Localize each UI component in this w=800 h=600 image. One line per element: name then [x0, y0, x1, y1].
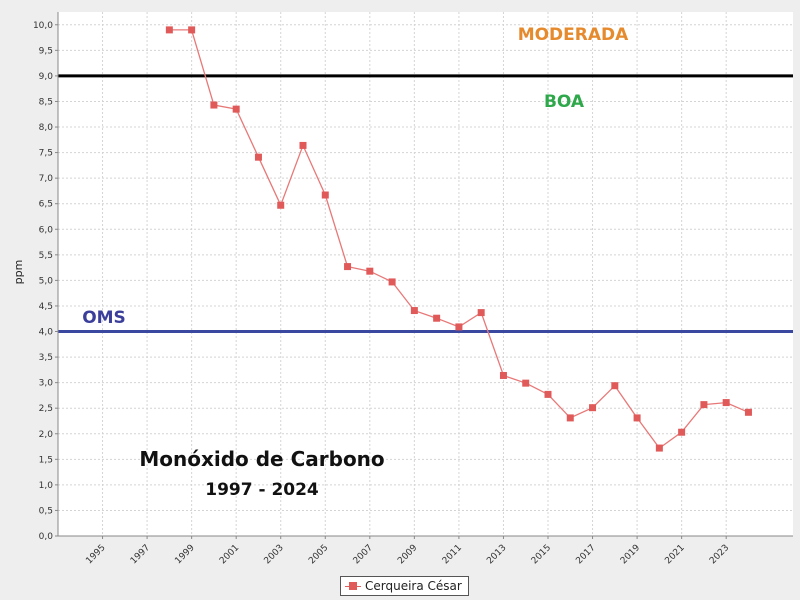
y-tick-label: 5,5	[39, 251, 53, 261]
y-tick-label: 9,0	[39, 72, 54, 82]
x-tick-label: 2017	[574, 543, 597, 566]
x-tick-label: 1995	[84, 543, 107, 566]
data-point	[678, 428, 686, 436]
legend: Cerqueira César	[340, 576, 469, 596]
data-point	[277, 201, 285, 209]
y-tick-label: 4,0	[39, 328, 54, 338]
annotation-moderada: MODERADA	[518, 25, 629, 45]
y-tick-label: 6,0	[39, 225, 54, 235]
data-point	[544, 390, 552, 398]
y-tick-label: 3,5	[39, 353, 53, 363]
data-point	[744, 408, 752, 416]
chart-title: Monóxido de Carbono	[139, 447, 384, 471]
x-tick-label: 1999	[173, 543, 196, 566]
plot-area	[58, 12, 793, 536]
data-point	[455, 323, 463, 331]
data-point	[366, 267, 374, 275]
y-tick-label: 9,5	[39, 46, 53, 56]
data-point	[633, 414, 641, 422]
annotation-boa: BOA	[544, 92, 585, 112]
data-point	[321, 191, 329, 199]
x-tick-label: 2019	[619, 543, 642, 566]
data-point	[611, 382, 619, 390]
series-cerqueira-cesar	[165, 26, 752, 452]
data-point	[522, 379, 530, 387]
y-tick-label: 3,0	[39, 379, 54, 389]
annotation-oms: OMS	[82, 308, 126, 328]
x-tick-label: 2007	[352, 543, 375, 566]
y-tick-label: 6,5	[39, 200, 53, 210]
data-point	[655, 444, 663, 452]
data-point	[254, 153, 262, 161]
y-tick-label: 7,5	[39, 149, 53, 159]
data-point	[499, 371, 507, 379]
x-tick-label: 2003	[263, 543, 286, 566]
x-tick-label: 2011	[441, 543, 464, 566]
y-tick-label: 5,0	[39, 276, 54, 286]
y-tick-label: 1,5	[39, 455, 53, 465]
y-tick-label: 0,0	[39, 532, 54, 542]
y-tick-label: 10,0	[33, 21, 53, 31]
y-axis-title: ppm	[12, 260, 25, 285]
data-point	[722, 399, 730, 407]
y-tick-label: 7,0	[39, 174, 54, 184]
data-point	[477, 309, 485, 317]
x-tick-label: 2005	[307, 543, 330, 566]
y-tick-labels: 0,0 0,5 1,0 1,5 2,0 2,5 3,0 3,5 4,0 4,5 5,0 5,5 6,0 6…	[33, 21, 53, 542]
data-point	[589, 404, 597, 412]
y-tick-label: 2,0	[39, 430, 54, 440]
y-tick-label: 4,5	[39, 302, 53, 312]
data-point	[566, 414, 574, 422]
data-point	[388, 278, 396, 286]
data-point	[210, 101, 218, 109]
x-tick-label: 2021	[663, 543, 686, 566]
y-tick-label: 2,5	[39, 404, 53, 414]
data-point	[700, 401, 708, 409]
x-tick-label: 1997	[129, 543, 152, 566]
data-point	[433, 314, 441, 322]
x-tick-label: 2001	[218, 543, 241, 566]
x-tick-label: 2023	[708, 543, 731, 566]
y-tick-label: 1,0	[39, 481, 54, 491]
chart-subtitle: 1997 - 2024	[205, 480, 319, 500]
x-tick-labels: 1995 1997 1999 2001 2003 2005 2007 2009 2011 2013…	[84, 543, 731, 566]
legend-marker-icon	[345, 580, 361, 592]
x-tick-label: 2015	[530, 543, 553, 566]
y-tick-label: 8,0	[39, 123, 54, 133]
data-point	[232, 105, 240, 113]
legend-label: Cerqueira César	[365, 579, 462, 593]
y-tick-label: 8,5	[39, 97, 53, 107]
x-tick-label: 2013	[485, 543, 508, 566]
data-point	[188, 26, 196, 34]
data-point	[165, 26, 173, 34]
y-tick-label: 0,5	[39, 506, 53, 516]
x-tick-label: 2009	[396, 543, 419, 566]
reference-lines	[58, 74, 793, 334]
data-point	[299, 141, 307, 149]
data-point	[344, 263, 352, 271]
data-point	[410, 307, 418, 315]
